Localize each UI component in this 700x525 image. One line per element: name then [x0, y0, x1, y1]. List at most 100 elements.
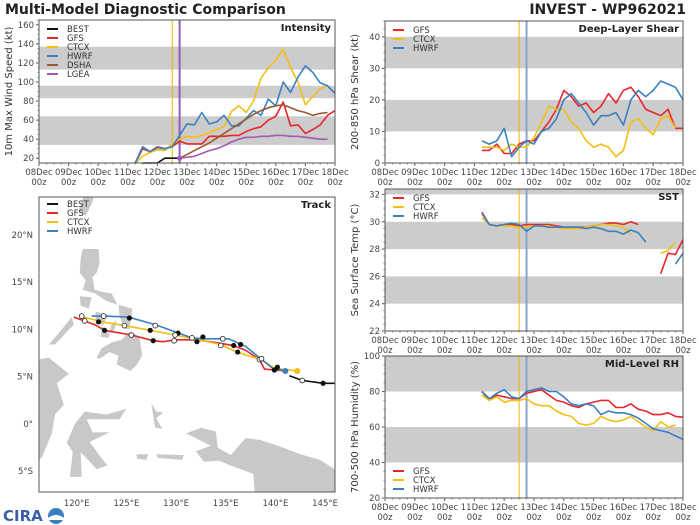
x-tick-sublabel: 00z — [586, 346, 602, 356]
shaded-band — [39, 116, 335, 145]
x-tick-sublabel: 00z — [91, 178, 107, 188]
x-tick-label: 16Dec — [610, 503, 638, 513]
x-tick-sublabel: 00z — [675, 513, 691, 523]
track-marker-12z — [128, 332, 135, 338]
lat-tick-label: 20°N — [12, 231, 33, 241]
x-tick-label: 09Dec — [55, 168, 83, 178]
series-line-lgea — [179, 134, 328, 159]
x-tick-label: 14Dec — [203, 168, 231, 178]
y-tick-label: 80 — [369, 388, 380, 398]
legend-label: HWRF — [413, 485, 439, 495]
legend-label: CTCX — [67, 218, 90, 228]
map-frame — [38, 196, 336, 493]
x-tick-label: 15Dec — [580, 168, 608, 178]
track-marker-00z — [200, 334, 206, 340]
shaded-band — [39, 46, 335, 70]
x-tick-label: 18Dec — [321, 168, 349, 178]
shaded-band — [385, 36, 683, 69]
x-tick-sublabel: 00z — [467, 346, 483, 356]
lon-tick-label: 120°E — [64, 499, 90, 509]
lon-tick-label: 130°E — [163, 499, 189, 509]
track-marker-00z — [238, 341, 244, 348]
x-tick-sublabel: 00z — [497, 346, 513, 356]
track-marker-00z — [126, 315, 132, 321]
y-tick-label: 40 — [369, 33, 380, 43]
track-marker-12z — [258, 355, 265, 362]
x-tick-label: 17Dec — [292, 168, 320, 178]
lat-tick-label: 15°N — [12, 278, 33, 288]
x-tick-label: 10Dec — [431, 168, 459, 178]
track-marker-12z — [152, 322, 159, 329]
shear-panel: 01020304008Dec00z09Dec00z10Dec00z11Dec00… — [350, 20, 697, 188]
legend-label: CTCX — [413, 476, 436, 486]
track-marker-00z — [231, 342, 237, 349]
x-tick-label: 12Dec — [144, 168, 172, 178]
track-marker-12z — [172, 332, 178, 338]
x-tick-label: 09Dec — [401, 503, 429, 513]
shaded-band — [385, 99, 683, 132]
x-tick-label: 15Dec — [580, 336, 608, 346]
y-tick-label: 20 — [369, 96, 380, 106]
x-tick-label: 09Dec — [401, 168, 429, 178]
y-axis-label: Sea Surface Temp (°C) — [350, 204, 361, 317]
x-tick-sublabel: 00z — [616, 178, 632, 188]
x-tick-sublabel: 00z — [61, 178, 77, 188]
x-tick-label: 15Dec — [233, 168, 261, 178]
x-tick-sublabel: 00z — [298, 178, 314, 188]
track-marker-12z — [219, 335, 226, 342]
track-marker-00z — [194, 339, 200, 345]
x-tick-sublabel: 00z — [675, 178, 691, 188]
legend-label: GFS — [67, 209, 84, 219]
x-tick-sublabel: 00z — [327, 178, 343, 188]
x-tick-label: 08Dec — [25, 168, 53, 178]
x-tick-label: 14Dec — [550, 503, 578, 513]
y-tick-label: 60 — [369, 423, 380, 433]
cira-logo: CIRA — [3, 507, 64, 525]
intensity-panel: 2040608010012014016008Dec00z09Dec00z10De… — [4, 19, 349, 188]
x-tick-sublabel: 00z — [526, 178, 542, 188]
lon-tick-label: 145°E — [312, 499, 338, 509]
x-tick-sublabel: 00z — [209, 178, 225, 188]
series-line-dsha — [179, 104, 328, 159]
land-shape — [151, 403, 164, 429]
land-shape — [66, 408, 127, 477]
x-tick-label: 17Dec — [640, 503, 668, 513]
x-tick-label: 08Dec — [371, 168, 399, 178]
track-marker-00z — [271, 367, 278, 373]
legend-label: BEST — [67, 25, 90, 35]
x-tick-label: 17Dec — [640, 336, 668, 346]
x-tick-label: 09Dec — [401, 336, 429, 346]
x-tick-sublabel: 00z — [556, 513, 572, 523]
x-tick-sublabel: 00z — [268, 178, 284, 188]
land-masses — [39, 197, 335, 492]
sst-panel: 22242628303208Dec00z09Dec00z10Dec00z11De… — [350, 188, 697, 356]
x-tick-label: 16Dec — [610, 336, 638, 346]
x-tick-sublabel: 00z — [497, 513, 513, 523]
lat-tick-label: 5°N — [17, 373, 33, 383]
legend-label: HWRF — [413, 44, 439, 54]
x-tick-sublabel: 00z — [556, 346, 572, 356]
lon-tick-label: 140°E — [262, 499, 288, 509]
panel-title: Track — [301, 200, 331, 211]
legend-label: GFS — [413, 26, 430, 36]
x-tick-label: 14Dec — [550, 168, 578, 178]
x-tick-label: 11Dec — [461, 336, 489, 346]
x-tick-sublabel: 00z — [526, 346, 542, 356]
legend-label: HWRF — [67, 227, 93, 237]
x-tick-sublabel: 00z — [437, 513, 453, 523]
y-axis-label: 200-850 hPa Shear (kt) — [350, 34, 361, 150]
track-marker-00z — [235, 349, 241, 355]
x-tick-sublabel: 00z — [616, 513, 632, 523]
logo-text: CIRA — [3, 507, 43, 525]
track-marker-00z — [147, 327, 153, 333]
x-tick-label: 13Dec — [520, 168, 548, 178]
y-tick-label: 80 — [23, 97, 34, 107]
x-tick-label: 11Dec — [461, 503, 489, 513]
lon-tick-label: 135°E — [213, 499, 239, 509]
legend-label: HWRF — [67, 52, 93, 62]
track-line-best — [289, 374, 335, 385]
x-tick-label: 12Dec — [491, 336, 519, 346]
